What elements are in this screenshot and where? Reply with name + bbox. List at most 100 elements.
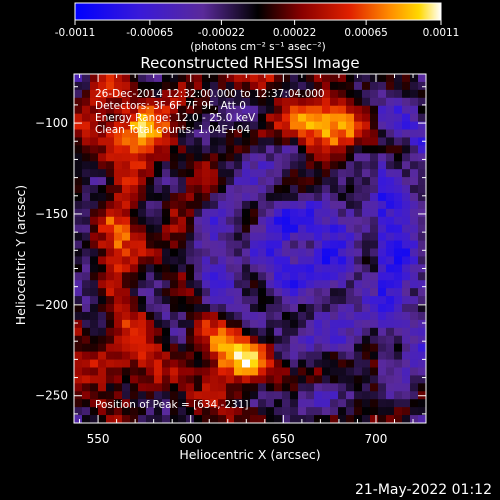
heatmap-cell [370, 192, 379, 202]
heatmap-cell [242, 105, 251, 115]
heatmap-cell [114, 264, 123, 273]
heatmap-cell [258, 359, 267, 368]
heatmap-cell [274, 81, 283, 91]
heatmap-cell [82, 407, 91, 416]
heatmap-cell [90, 216, 99, 226]
heatmap-cell [170, 327, 179, 337]
heatmap-cell [314, 121, 323, 130]
heatmap-cell [266, 240, 275, 249]
heatmap-cell [226, 113, 235, 122]
heatmap-cell [114, 81, 123, 91]
heatmap-cell [146, 153, 155, 162]
heatmap-cell [106, 399, 115, 408]
heatmap-cell [98, 121, 107, 130]
heatmap-cell [218, 272, 227, 281]
heatmap-cell [90, 407, 99, 416]
heatmap-cell [210, 153, 219, 162]
heatmap-cell [130, 145, 139, 154]
heatmap-cell [322, 343, 331, 353]
heatmap-cell [402, 359, 411, 368]
heatmap-cell [114, 319, 123, 329]
heatmap-cell [378, 224, 387, 234]
heatmap-cell [266, 343, 275, 353]
heatmap-cell [266, 81, 275, 91]
heatmap-cell [202, 407, 211, 416]
heatmap-cell [346, 319, 355, 329]
heatmap-cell [210, 169, 219, 178]
heatmap-cell [178, 177, 187, 186]
heatmap-cell [346, 121, 355, 130]
heatmap-cell [146, 81, 155, 91]
heatmap-cell [106, 383, 115, 392]
heatmap-cell [354, 97, 363, 107]
heatmap-cell [114, 97, 123, 107]
heatmap-cell [170, 375, 179, 384]
heatmap-cell [298, 224, 307, 234]
heatmap-cell [274, 256, 283, 265]
heatmap-cell [266, 407, 275, 416]
heatmap-cell [354, 311, 363, 321]
heatmap-cell [98, 407, 107, 416]
heatmap-cell [114, 311, 123, 321]
heatmap-cell [218, 240, 227, 249]
heatmap-cell [130, 375, 139, 384]
heatmap-cell [282, 280, 291, 289]
heatmap-cell [106, 74, 115, 83]
heatmap-cell [114, 105, 123, 115]
heatmap-cell [186, 335, 195, 345]
heatmap-cell [202, 272, 211, 281]
heatmap-cell [266, 248, 275, 257]
heatmap-cell [346, 137, 355, 146]
heatmap-cell [314, 216, 323, 226]
heatmap-cell [346, 161, 355, 170]
heatmap-cell [370, 335, 379, 345]
heatmap-cell [186, 399, 195, 408]
heatmap-cell [306, 399, 315, 408]
heatmap-cell [130, 415, 139, 423]
heatmap-cell [330, 224, 339, 234]
heatmap-cell [226, 192, 235, 202]
heatmap-cell [346, 200, 355, 210]
heatmap-cell [178, 81, 187, 91]
heatmap-cell [162, 81, 171, 91]
heatmap-cell [362, 335, 371, 345]
heatmap-cell [306, 224, 315, 234]
heatmap-cell [130, 113, 139, 122]
heatmap-cell [330, 327, 339, 337]
heatmap-cell [186, 280, 195, 289]
heatmap-cell [370, 105, 379, 115]
heatmap-cell [202, 129, 211, 138]
heatmap-cell [202, 367, 211, 376]
heatmap-cell [306, 383, 315, 392]
heatmap-cell [106, 169, 115, 178]
heatmap-cell [234, 327, 243, 337]
heatmap-cell [218, 224, 227, 234]
heatmap-cell [322, 121, 331, 130]
heatmap-cell [386, 399, 395, 408]
heatmap-cell [282, 216, 291, 226]
heatmap-cell [386, 216, 395, 226]
heatmap-cell [330, 81, 339, 91]
heatmap-cell [106, 232, 115, 241]
heatmap-cell [154, 319, 163, 329]
heatmap-cell [202, 288, 211, 297]
heatmap-cell [106, 208, 115, 218]
heatmap-cell [410, 391, 419, 400]
heatmap-cell [282, 351, 291, 360]
heatmap-cell [338, 200, 347, 210]
heatmap-cell [122, 415, 131, 423]
heatmap-cell [218, 137, 227, 146]
heatmap-cell [106, 375, 115, 384]
heatmap-cell [114, 383, 123, 392]
heatmap-cell [210, 192, 219, 202]
heatmap-cell [282, 161, 291, 170]
heatmap-cell [170, 272, 179, 281]
heatmap-cell [82, 296, 91, 305]
heatmap-cell [354, 407, 363, 416]
heatmap-cell [330, 129, 339, 138]
heatmap-cell [362, 177, 371, 186]
heatmap-cell [322, 264, 331, 273]
heatmap-cell [146, 105, 155, 115]
heatmap-cell [266, 145, 275, 154]
heatmap-cell [162, 383, 171, 392]
